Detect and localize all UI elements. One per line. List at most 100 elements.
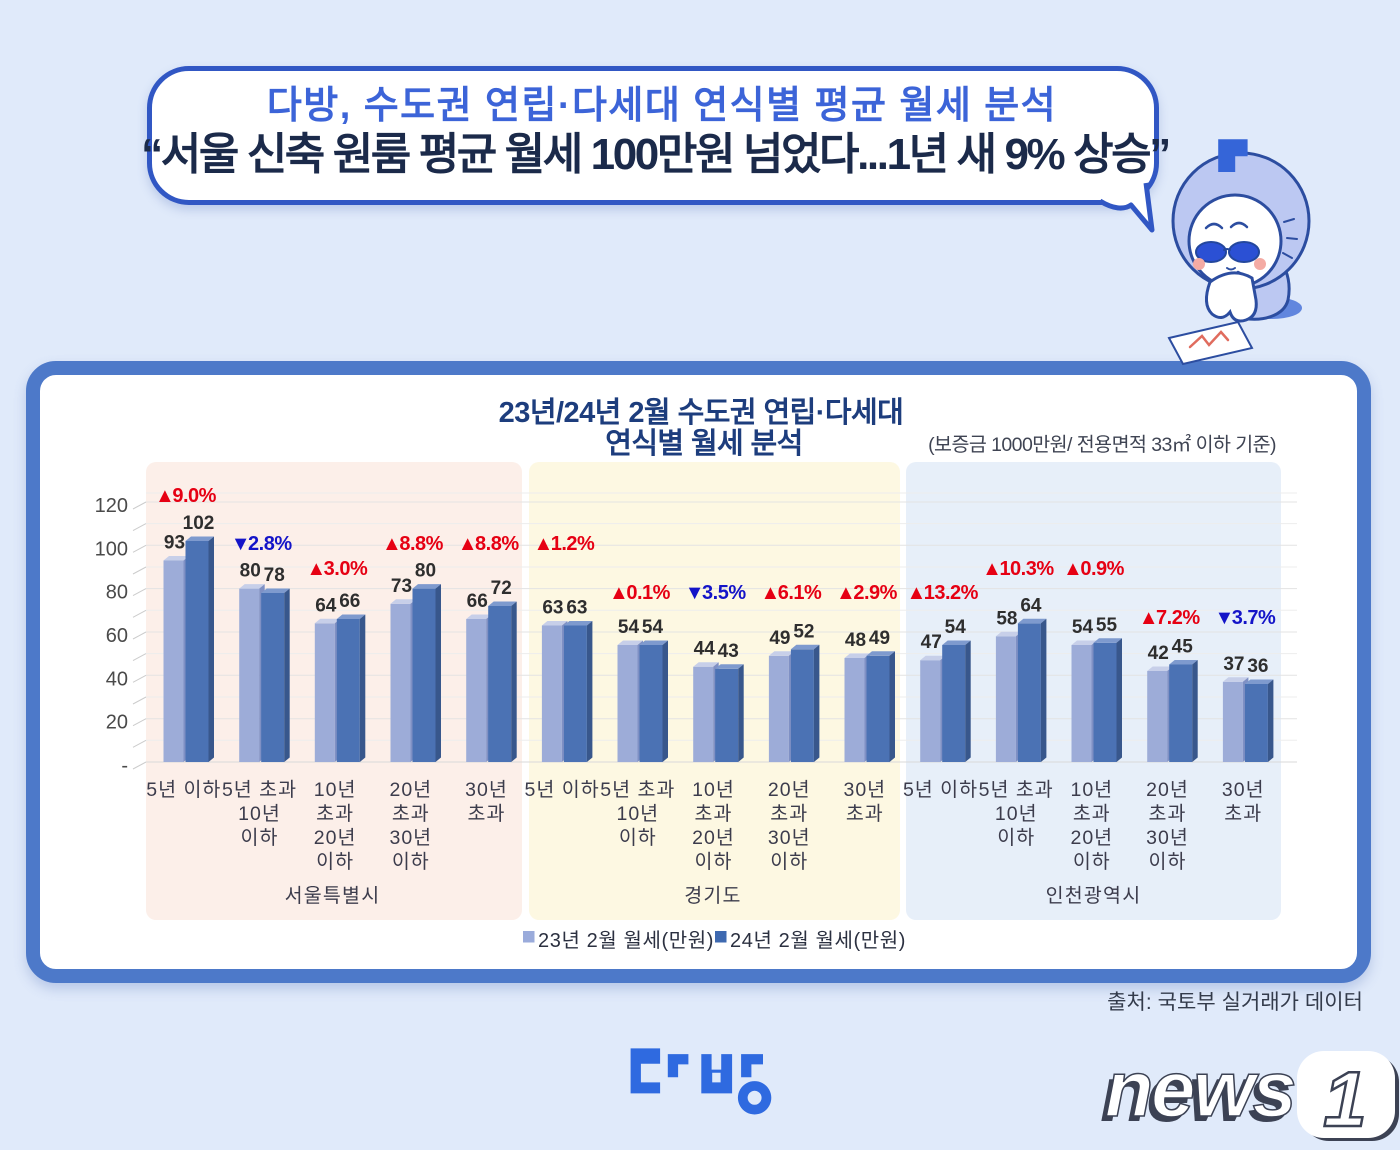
svg-text:36: 36: [1247, 656, 1268, 677]
svg-text:10년: 10년: [314, 779, 357, 801]
svg-text:연식별 월세 분석: 연식별 월세 분석: [605, 427, 802, 460]
svg-text:72: 72: [491, 578, 512, 599]
svg-text:64: 64: [1020, 595, 1042, 616]
svg-text:20: 20: [106, 712, 128, 734]
svg-text:▲9.0%: ▲9.0%: [155, 485, 217, 507]
svg-text:서울특별시: 서울특별시: [285, 885, 381, 907]
svg-text:60: 60: [106, 625, 128, 647]
svg-text:10년: 10년: [238, 803, 281, 825]
svg-text:80: 80: [106, 582, 128, 604]
svg-text:20년: 20년: [1070, 827, 1113, 849]
svg-text:78: 78: [264, 565, 285, 586]
svg-text:54: 54: [618, 617, 640, 638]
svg-text:초과: 초과: [1224, 803, 1262, 825]
svg-text:▲1.2%: ▲1.2%: [533, 533, 595, 555]
svg-text:초과: 초과: [316, 803, 354, 825]
svg-text:30년: 30년: [1222, 779, 1265, 801]
svg-text:30년: 30년: [843, 779, 886, 801]
svg-text:출처: 국토부 실거래가 데이터: 출처: 국토부 실거래가 데이터: [1107, 991, 1363, 1014]
svg-text:47: 47: [921, 632, 942, 653]
svg-text:이하: 이하: [997, 827, 1035, 849]
svg-text:30년: 30년: [389, 827, 432, 849]
svg-text:5년 초과: 5년 초과: [600, 779, 675, 801]
svg-text:-: -: [121, 755, 128, 777]
svg-text:이하: 이하: [695, 851, 733, 873]
svg-text:▲10.3%: ▲10.3%: [982, 558, 1054, 580]
svg-text:news: news: [1100, 1049, 1290, 1138]
svg-text:63: 63: [542, 598, 563, 619]
svg-text:5년 이하: 5년 이하: [903, 779, 978, 801]
svg-text:37: 37: [1223, 654, 1244, 675]
svg-text:초과: 초과: [468, 803, 506, 825]
svg-text:54: 54: [1072, 617, 1094, 638]
svg-text:80: 80: [240, 561, 261, 582]
svg-text:23년/24년 2월 수도권 연립·다세대: 23년/24년 2월 수도권 연립·다세대: [499, 396, 904, 429]
svg-text:55: 55: [1096, 615, 1118, 636]
svg-text:5년 이하: 5년 이하: [146, 779, 221, 801]
svg-text:43: 43: [718, 641, 739, 662]
svg-text:24년 2월 월세(만원): 24년 2월 월세(만원): [730, 929, 906, 952]
svg-text:45: 45: [1172, 637, 1194, 658]
svg-text:10년: 10년: [1070, 779, 1113, 801]
svg-text:64: 64: [315, 595, 337, 616]
svg-text:93: 93: [164, 533, 185, 554]
svg-text:48: 48: [845, 630, 866, 651]
svg-text:30년: 30년: [465, 779, 508, 801]
svg-text:초과: 초과: [695, 803, 733, 825]
svg-text:54: 54: [642, 617, 664, 638]
svg-text:49: 49: [769, 628, 790, 649]
svg-text:10년: 10년: [692, 779, 735, 801]
svg-text:“서울 신축 원룸 평균 월세 100만원 넘었다...1년: “서울 신축 원룸 평균 월세 100만원 넘었다...1년 새 9% 상승”: [141, 130, 1169, 179]
svg-text:23년 2월 월세(만원): 23년 2월 월세(만원): [538, 929, 714, 952]
svg-text:10년: 10년: [995, 803, 1038, 825]
svg-text:80: 80: [415, 561, 436, 582]
svg-text:이하: 이하: [316, 851, 354, 873]
svg-text:20년: 20년: [1146, 779, 1189, 801]
svg-text:▲0.1%: ▲0.1%: [609, 582, 671, 604]
svg-text:58: 58: [996, 608, 1017, 629]
svg-text:다방, 수도권 연립·다세대 연식별 평균 월세 분석: 다방, 수도권 연립·다세대 연식별 평균 월세 분석: [267, 85, 1057, 127]
svg-text:초과: 초과: [392, 803, 430, 825]
svg-text:▲13.2%: ▲13.2%: [906, 582, 978, 604]
svg-text:이하: 이하: [770, 851, 808, 873]
svg-text:▲8.8%: ▲8.8%: [458, 533, 520, 555]
svg-text:인천광역시: 인천광역시: [1046, 885, 1142, 907]
svg-text:10년: 10년: [616, 803, 659, 825]
svg-text:▲6.1%: ▲6.1%: [760, 582, 822, 604]
svg-text:▼3.5%: ▼3.5%: [685, 582, 747, 604]
svg-text:▼3.7%: ▼3.7%: [1214, 607, 1276, 629]
svg-text:이하: 이하: [1149, 851, 1187, 873]
svg-text:▲8.8%: ▲8.8%: [382, 533, 444, 555]
svg-text:40: 40: [106, 668, 128, 690]
svg-text:102: 102: [183, 513, 215, 534]
svg-text:초과: 초과: [770, 803, 808, 825]
svg-text:news: news: [1105, 1044, 1295, 1133]
svg-text:44: 44: [694, 639, 716, 660]
svg-text:▲3.0%: ▲3.0%: [306, 558, 368, 580]
svg-text:▲7.2%: ▲7.2%: [1139, 607, 1201, 629]
svg-text:52: 52: [793, 621, 814, 642]
svg-text:20년: 20년: [692, 827, 735, 849]
svg-text:이하: 이하: [619, 827, 657, 849]
svg-text:66: 66: [339, 591, 360, 612]
svg-text:20년: 20년: [768, 779, 811, 801]
svg-text:42: 42: [1148, 643, 1169, 664]
svg-text:100: 100: [95, 538, 128, 560]
svg-text:30년: 30년: [1146, 827, 1189, 849]
svg-text:5년 이하: 5년 이하: [525, 779, 600, 801]
svg-text:이하: 이하: [392, 851, 430, 873]
svg-text:63: 63: [566, 598, 587, 619]
svg-text:49: 49: [869, 628, 890, 649]
svg-text:▲2.9%: ▲2.9%: [836, 582, 898, 604]
svg-text:초과: 초과: [1149, 803, 1187, 825]
svg-text:초과: 초과: [846, 803, 884, 825]
svg-text:30년: 30년: [768, 827, 811, 849]
svg-text:경기도: 경기도: [684, 885, 741, 907]
svg-text:120: 120: [95, 495, 128, 517]
svg-text:20년: 20년: [314, 827, 357, 849]
svg-text:66: 66: [467, 591, 488, 612]
svg-text:54: 54: [945, 617, 967, 638]
svg-text:초과: 초과: [1073, 803, 1111, 825]
svg-text:73: 73: [391, 576, 412, 597]
svg-text:이하: 이하: [241, 827, 279, 849]
